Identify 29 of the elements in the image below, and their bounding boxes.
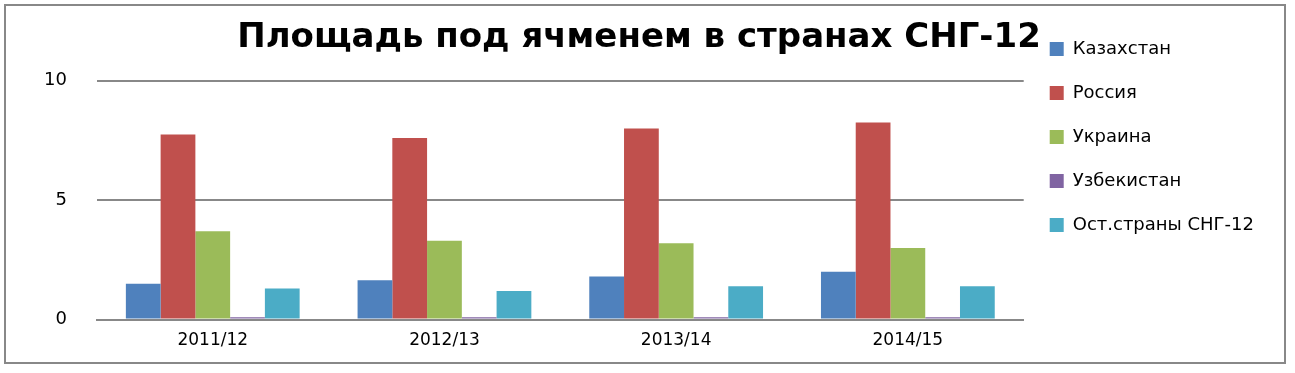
- bar: [160, 134, 196, 319]
- legend-label: Казахстан: [1072, 36, 1171, 58]
- bar: [357, 280, 393, 319]
- chart-title: Площадь под ячменем в странах СНГ-12: [237, 15, 1041, 56]
- bar: [959, 286, 995, 319]
- x-tick-label: 2012/13: [409, 329, 480, 350]
- y-tick-label: 0: [55, 307, 67, 329]
- bar: [125, 283, 161, 319]
- y-tick-label: 5: [55, 187, 67, 209]
- bar: [264, 288, 300, 319]
- bar: [589, 276, 625, 319]
- legend-label: Узбекистан: [1072, 168, 1182, 190]
- legend-label: Россия: [1072, 80, 1137, 102]
- x-tick-label: 2011/12: [177, 329, 249, 350]
- bar: [195, 231, 231, 319]
- x-tick-label: 2013/14: [640, 329, 712, 350]
- bar: [427, 240, 462, 319]
- bar: [820, 271, 856, 319]
- bar: [392, 138, 428, 319]
- bar: [728, 286, 764, 319]
- legend-label: Ост.страны СНГ-12: [1072, 212, 1254, 234]
- y-tick-label: 10: [44, 68, 67, 90]
- bar: [624, 128, 659, 319]
- x-tick-label: 2014/15: [872, 329, 944, 350]
- bar: [658, 243, 694, 319]
- legend-label: Украина: [1072, 124, 1152, 146]
- bar: [855, 122, 891, 319]
- bar: [496, 290, 532, 319]
- bar: [890, 247, 926, 319]
